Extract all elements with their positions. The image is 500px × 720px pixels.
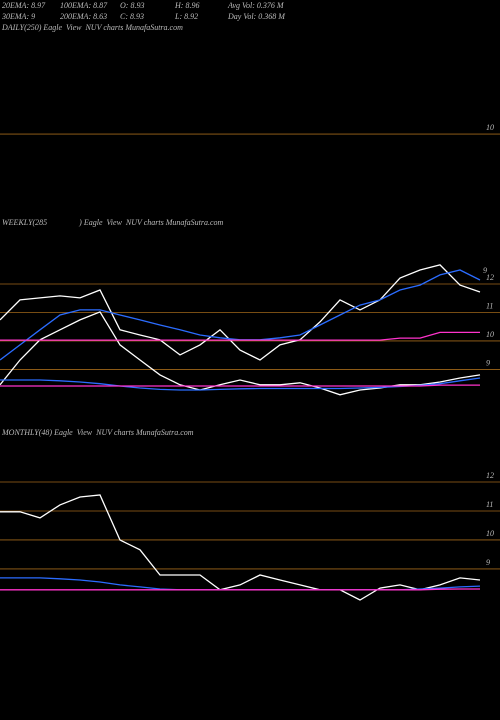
price-line — [0, 331, 480, 341]
panel-title: DAILY(250) Eagle View NUV charts MunafaS… — [1, 23, 183, 32]
price-line — [0, 264, 481, 361]
price-line — [0, 494, 481, 601]
header-stat: 100EMA: 8.87 — [60, 1, 108, 10]
header-stat: Day Vol: 0.368 M — [227, 12, 286, 21]
price-line — [0, 588, 480, 591]
y-tick-label: 9 — [486, 558, 490, 567]
y-tick-label: 11 — [486, 301, 493, 310]
y-tick-label: 10 — [486, 529, 494, 538]
header-stat: 20EMA: 8.97 — [2, 1, 46, 10]
header-stat: Avg Vol: 0.376 M — [227, 1, 285, 10]
y-tick-label: 12 — [486, 273, 494, 282]
header-stat: C: 8.93 — [120, 12, 144, 21]
y-tick-label: 11 — [486, 500, 493, 509]
y-tick-label: 12 — [486, 471, 494, 480]
header-stat: L: 8.92 — [174, 12, 198, 21]
header-stat: 200EMA: 8.63 — [60, 12, 107, 21]
price-line — [0, 384, 480, 387]
price-annotation: 9 — [483, 266, 487, 275]
y-tick-label: 10 — [486, 330, 494, 339]
header-stat: O: 8.93 — [120, 1, 144, 10]
panel-title: MONTHLY(48) Eagle View NUV charts Munafa… — [1, 428, 194, 437]
panel-title: WEEKLY(285 ) Eagle View NUV charts Munaf… — [2, 218, 224, 227]
header-stat: 30EMA: 9 — [1, 12, 35, 21]
header-stat: H: 8.96 — [174, 1, 199, 10]
y-tick-label: 10 — [486, 123, 494, 132]
y-tick-label: 9 — [486, 358, 490, 367]
price-line — [0, 311, 481, 396]
